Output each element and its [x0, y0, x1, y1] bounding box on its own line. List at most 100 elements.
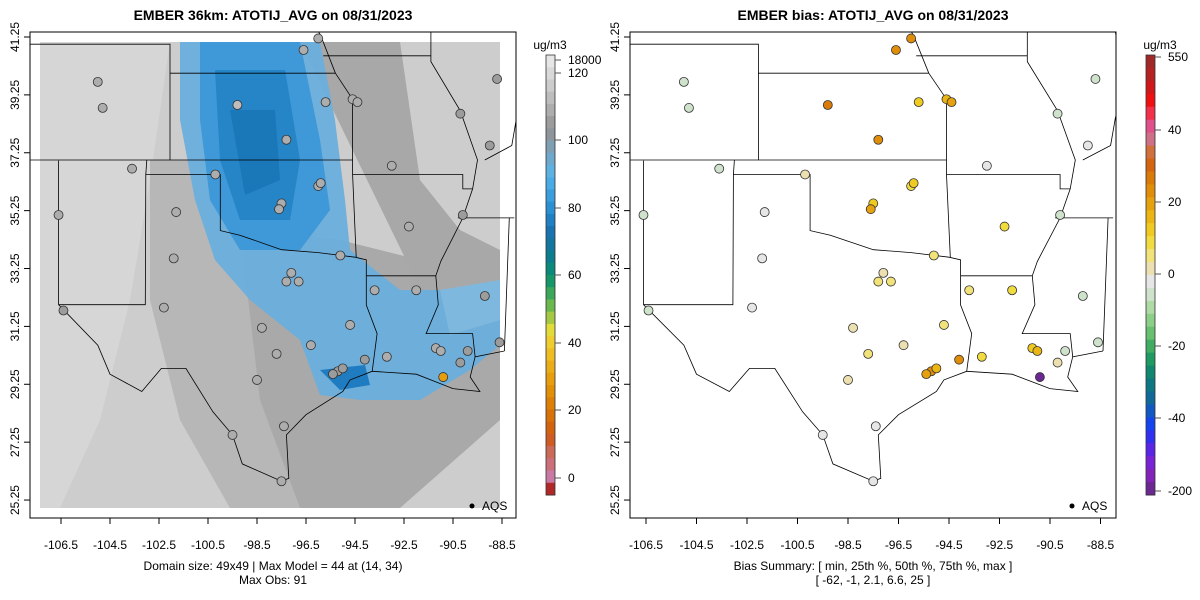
state-boundary-line — [30, 43, 171, 160]
station-marker — [359, 354, 370, 365]
colorbar-swatch — [1146, 197, 1155, 211]
y-tick-label: 31.25 — [608, 311, 622, 341]
station-marker — [981, 160, 992, 171]
colorbar-swatch — [546, 152, 555, 166]
colorbar-swatch — [546, 433, 555, 447]
station-marker — [714, 163, 725, 174]
colorbar-swatch — [1146, 236, 1155, 250]
legend-label: AQS — [1082, 499, 1107, 513]
colorbar-swatch — [546, 213, 555, 227]
y-axis: 41.25 39.25 37.25 35.25 33.25 31.25 29.25 27.25… — [608, 22, 630, 515]
y-tick-label: 29.25 — [608, 369, 622, 399]
station-marker — [337, 363, 348, 374]
colorbar-tick-label: 20 — [1168, 195, 1182, 209]
colorbar-swatch — [546, 262, 555, 276]
station-marker — [320, 97, 331, 108]
colorbar-swatch — [1146, 378, 1155, 392]
colorbar-swatch — [546, 482, 555, 496]
station-marker — [252, 375, 262, 385]
x-axis: -106.5 -104.5 -102.5 -100.5 -98.5 -96.5 -94.5 -… — [30, 517, 516, 552]
y-tick-label: 25.25 — [8, 485, 22, 515]
colorbar-swatch — [546, 385, 555, 398]
colorbar-swatch — [1146, 469, 1155, 483]
station-marker — [369, 285, 380, 296]
station-marker — [928, 250, 939, 261]
state-boundary-line — [928, 72, 951, 258]
x-tick-label: -88.5 — [488, 538, 516, 552]
colorbar-tick-label: 120 — [568, 66, 588, 80]
state-boundary-line — [630, 43, 759, 160]
colorbar-tick-label: -20 — [1168, 339, 1186, 353]
colorbar-swatch — [1146, 93, 1155, 108]
station-marker — [1035, 372, 1045, 382]
station-marker — [274, 204, 284, 215]
y-tick-label: 27.25 — [608, 427, 622, 457]
station-marker — [97, 103, 108, 113]
colorbar-frame — [1145, 54, 1156, 496]
station-marker — [479, 291, 490, 301]
caption-line1: Bias Summary: [ min, 25th %, 50th %, 75t… — [734, 559, 1013, 573]
caption-line1: Domain size: 49x49 | Max Model = 44 at (… — [144, 559, 403, 573]
station-marker — [484, 140, 495, 151]
colorbar-swatch — [1146, 184, 1155, 198]
station-marker — [335, 250, 346, 261]
caption-line2: Max Obs: 91 — [239, 573, 307, 587]
colorbar-swatch — [546, 470, 555, 484]
colorbar-swatch — [546, 250, 555, 264]
x-tick-label: -102.5 — [730, 538, 764, 552]
station-marker — [455, 108, 466, 119]
panel-title: EMBER 36km: ATOTIJ_AVG on 08/31/2023 — [134, 7, 413, 23]
station-marker — [1052, 108, 1063, 119]
colorbar-swatch — [1146, 106, 1155, 121]
x-tick-label: -98.5 — [834, 538, 862, 552]
station-marker — [638, 210, 649, 220]
colorbar-swatch — [546, 275, 555, 288]
colorbar-swatch — [546, 201, 555, 215]
station-marker — [684, 103, 694, 113]
colorbar-swatch — [546, 287, 555, 300]
colorbar-swatch — [1146, 404, 1155, 418]
legend-label: AQS — [482, 499, 507, 513]
x-tick-label: -92.5 — [986, 538, 1014, 552]
colorbar-swatch — [1146, 132, 1155, 147]
x-tick-label: -100.5 — [780, 538, 814, 552]
station-marker — [352, 97, 363, 108]
colorbar-tick-label: 20 — [568, 403, 582, 417]
colorbar-swatch — [546, 165, 555, 178]
station-marker — [1007, 285, 1018, 296]
station-marker — [868, 476, 879, 487]
station-marker — [492, 74, 503, 84]
station-marker — [908, 178, 919, 189]
x-tick-label: -92.5 — [390, 538, 418, 552]
y-tick-label: 27.25 — [8, 427, 22, 457]
station-points — [53, 33, 505, 487]
x-tick-label: -90.5 — [1036, 538, 1064, 552]
station-marker — [976, 351, 987, 362]
colorbar-swatch — [1146, 391, 1155, 405]
colorbar-swatch — [1146, 326, 1155, 341]
colorbar-swatch — [546, 458, 555, 472]
y-tick-label: 29.25 — [8, 369, 22, 399]
colorbar-swatch — [1146, 80, 1155, 95]
colorbar-swatch — [1146, 275, 1155, 289]
station-marker — [800, 169, 810, 180]
station-marker — [293, 276, 304, 287]
x-tick-label: -96.5 — [292, 538, 320, 552]
colorbar-tick-label: 0 — [568, 471, 575, 485]
x-tick-label: -102.5 — [142, 538, 176, 552]
station-marker — [906, 33, 917, 44]
station-marker — [1032, 346, 1043, 356]
station-marker — [886, 276, 896, 287]
y-tick-label: 33.25 — [608, 253, 622, 283]
station-marker — [921, 369, 932, 380]
station-marker — [435, 346, 446, 356]
colorbar-tick-label: 40 — [1168, 123, 1182, 137]
station-marker — [822, 100, 833, 110]
station-marker — [403, 221, 414, 232]
state-boundary-line — [1021, 32, 1076, 357]
colorbar-swatch — [546, 103, 555, 117]
colorbar-swatch — [546, 299, 555, 313]
state-boundary-line — [335, 72, 357, 258]
